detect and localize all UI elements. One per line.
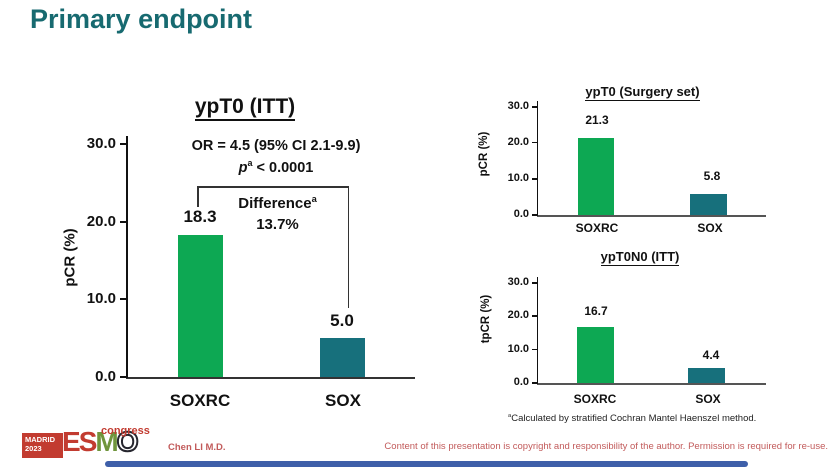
chart2-bar-soxrc <box>578 138 614 215</box>
chart3-ytick-10: 10.0 <box>507 342 529 355</box>
chart1-ytick-10: 10.0 <box>86 290 116 308</box>
chart1-difference-value: 13.7% <box>256 216 299 233</box>
chart1-value-sox: 5.0 <box>330 311 354 330</box>
chart3-y-axis-label: tpCR (%) <box>480 294 492 344</box>
chart1-category-sox: SOX <box>325 391 361 410</box>
chart1-ytick-mark <box>120 298 128 301</box>
chart1-ytick-mark <box>120 376 128 378</box>
esmo-congress-label: congress <box>101 425 150 437</box>
chart1-y-axis <box>126 136 128 377</box>
chart1-odds-ratio-text: OR = 4.5 (95% CI 2.1-9.9) <box>191 138 361 154</box>
chart1-ytick-0: 0.0 <box>95 368 116 385</box>
chart1-ytick-mark <box>120 143 128 145</box>
chart3-bar-soxrc <box>577 327 614 383</box>
chart2-ytick-mark <box>532 106 538 108</box>
chart1-difference-label: Differencea <box>238 194 317 212</box>
chart3-category-soxrc: SOXRC <box>573 392 617 406</box>
pvalue-p: p <box>238 160 248 176</box>
chart1-ytick-mark <box>120 220 128 223</box>
chart1-ytick-20: 20.0 <box>86 212 116 230</box>
chart3-ytick-20: 20.0 <box>507 309 529 322</box>
chart2-ytick-mark <box>532 141 538 144</box>
chart2-x-axis <box>536 215 766 217</box>
chart1-category-soxrc: SOXRC <box>169 391 231 410</box>
chart2-title: ypT0 (Surgery set) <box>585 84 700 101</box>
chart2-ytick-0: 0.0 <box>513 208 529 220</box>
chart1-bar-soxrc <box>178 234 223 377</box>
chart1-title: ypT0 (ITT) <box>175 95 315 121</box>
chart3-ytick-mark <box>532 282 538 284</box>
chart3-category-sox: SOX <box>695 392 721 406</box>
chart3-value-sox: 4.4 <box>702 348 720 362</box>
chart3-x-axis <box>536 383 766 385</box>
chart2-category-sox: SOX <box>697 221 723 235</box>
chart2-ytick-mark <box>532 214 538 216</box>
chart1-plot-area: 30.0 20.0 10.0 0.0 <box>87 135 415 385</box>
chart3-y-axis <box>536 277 538 383</box>
chart2-plot-area: 30.0 20.0 10.0 0.0 <box>508 100 766 220</box>
chart3-title: ypT0N0 (ITT) <box>600 249 680 266</box>
chart3-plot-area: 30.0 20.0 10.0 0.0 <box>508 276 766 388</box>
chart3-bar-sox <box>688 368 725 383</box>
bracket-right-drop <box>347 186 349 308</box>
chart1-x-axis <box>126 377 415 379</box>
methods-footnote: aCalculated by stratified Cochran Mantel… <box>508 412 757 424</box>
chart2-y-axis <box>536 101 538 215</box>
chart2-value-soxrc: 21.3 <box>585 113 609 127</box>
esmo-madrid-2023-badge: MADRID 2023 <box>22 433 63 458</box>
chart2-value-sox: 5.8 <box>703 169 721 183</box>
bracket-horizontal-line <box>197 186 349 188</box>
chart3-ytick-mark <box>532 315 538 317</box>
chart2-bar-sox <box>690 194 727 215</box>
chart3-ytick-mark <box>532 348 538 351</box>
chart3-ytick-30: 30.0 <box>507 276 529 288</box>
chart1-pvalue-text: pa < 0.0001 <box>156 158 396 176</box>
chart2-ytick-mark <box>532 178 538 180</box>
copyright-notice: Content of this presentation is copyrigh… <box>384 441 828 452</box>
chart2-ytick-30: 30.0 <box>507 100 529 112</box>
chart2-category-soxrc: SOXRC <box>575 221 619 235</box>
chart2-y-axis-label: pCR (%) <box>478 131 490 177</box>
chart3-ytick-0: 0.0 <box>513 376 529 388</box>
pvalue-rest: < 0.0001 <box>256 160 314 176</box>
chart1-value-soxrc: 18.3 <box>183 207 217 226</box>
chart3-value-soxrc: 16.7 <box>584 304 608 318</box>
chart2-ytick-10: 10.0 <box>507 172 529 184</box>
chart1-bar-sox <box>320 338 365 377</box>
chart1-y-axis-label: pCR (%) <box>61 228 79 287</box>
bracket-left-drop <box>197 186 199 207</box>
presenter-name: Chen LI M.D. <box>168 442 226 453</box>
chart3-ytick-mark <box>532 382 538 384</box>
progress-bar <box>105 461 748 467</box>
chart1-ytick-30: 30.0 <box>86 135 116 152</box>
esmo-logo: ESMO <box>62 425 139 458</box>
pvalue-sup: a <box>247 158 253 169</box>
slide-title: Primary endpoint <box>30 4 253 34</box>
chart2-ytick-20: 20.0 <box>507 135 529 148</box>
